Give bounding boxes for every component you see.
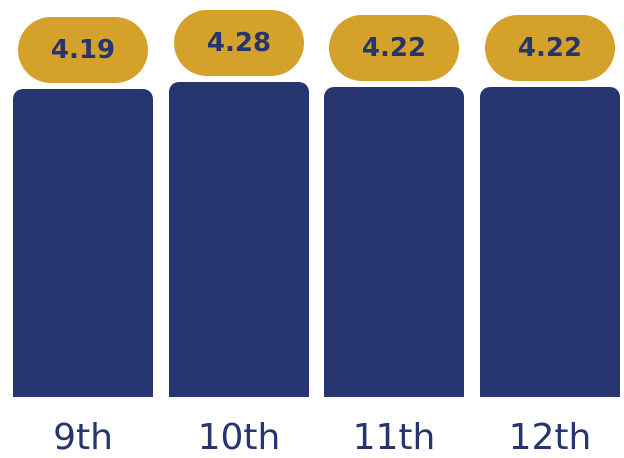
data-label-12th: 4.22 [485, 15, 615, 81]
bar-9th [13, 89, 153, 397]
bar-10th [169, 82, 309, 397]
bar-12th [480, 87, 620, 397]
category-label-11th: 11th [352, 417, 436, 458]
category-label-12th: 12th [508, 417, 592, 458]
bar-11th [324, 87, 464, 397]
data-label-11th: 4.22 [329, 15, 459, 81]
category-label-9th: 9th [53, 417, 113, 458]
category-label-10th: 10th [197, 417, 281, 458]
data-label-10th: 4.28 [174, 10, 304, 76]
data-label-9th: 4.19 [18, 17, 148, 83]
